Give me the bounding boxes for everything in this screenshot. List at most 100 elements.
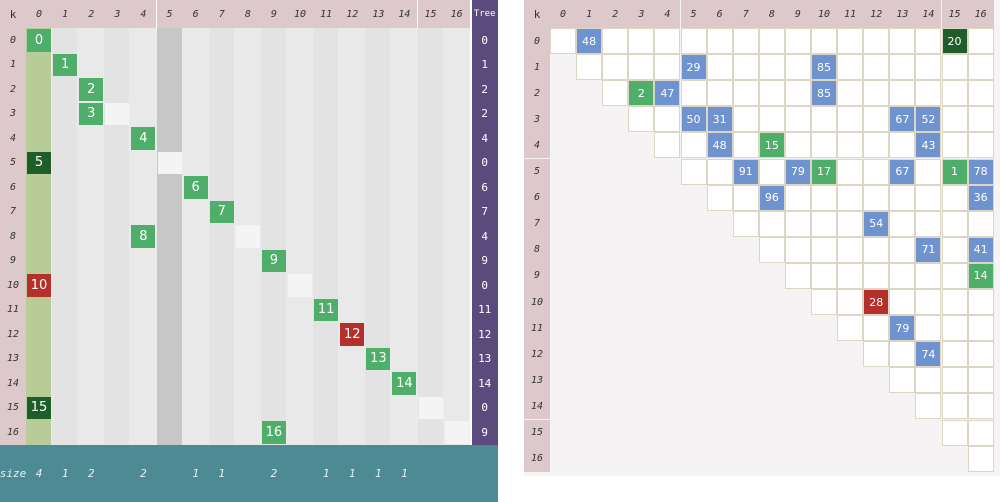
left-matrix-cell[interactable]: 8	[131, 225, 156, 248]
right-grid-cell	[889, 236, 916, 263]
right-matrix-cell[interactable]: 14	[968, 263, 993, 288]
left-matrix-cell[interactable]: 9	[261, 249, 286, 272]
right-grid-cell	[811, 132, 838, 159]
right-grid-cell	[941, 367, 968, 394]
right-col-header: 11	[837, 0, 864, 28]
right-matrix-cell[interactable]: 29	[681, 55, 706, 80]
left-matrix-cell[interactable]: 11	[314, 298, 339, 321]
size-value	[235, 445, 261, 502]
right-col-header: 13	[889, 0, 916, 28]
right-grid-cell	[863, 106, 890, 133]
left-row-header: 3	[0, 101, 26, 126]
left-matrix-cell[interactable]: 0	[27, 29, 52, 52]
left-row-header: 5	[0, 150, 26, 175]
right-grid-cell	[680, 28, 707, 55]
left-row-header: 9	[0, 248, 26, 273]
right-row-header: 5	[524, 158, 550, 185]
left-matrix-cell[interactable]: 13	[366, 347, 391, 370]
left-column-stripe	[287, 28, 313, 445]
left-col-header: 5	[156, 0, 183, 28]
right-grid-cell	[967, 132, 994, 159]
right-matrix-cell[interactable]: 20	[942, 29, 967, 54]
tree-value: 2	[471, 77, 498, 102]
right-matrix-cell[interactable]: 67	[890, 107, 915, 132]
right-matrix-cell[interactable]: 47	[655, 81, 680, 106]
left-column-stripe	[26, 28, 52, 445]
right-grid-cell	[889, 28, 916, 55]
right-grid-cell	[732, 210, 759, 237]
left-column-stripe	[104, 28, 130, 445]
right-grid-cell	[602, 28, 629, 55]
left-matrix-cell[interactable]: 1	[53, 53, 78, 76]
right-grid-cell	[889, 341, 916, 368]
left-matrix-cell[interactable]: 14	[392, 372, 417, 395]
right-matrix-cell[interactable]: 48	[577, 29, 602, 54]
right-col-header: 1	[576, 0, 603, 28]
right-matrix-cell[interactable]: 1	[942, 159, 967, 184]
left-matrix-cell[interactable]: 16	[261, 421, 286, 444]
right-matrix-cell[interactable]: 15	[759, 133, 784, 158]
left-matrix-cell[interactable]: 3	[79, 102, 104, 125]
right-grid-cell	[967, 341, 994, 368]
tree-value: 7	[471, 199, 498, 224]
left-column-stripe	[339, 28, 365, 445]
right-matrix-cell[interactable]: 85	[812, 81, 837, 106]
right-matrix-cell[interactable]: 2	[629, 81, 654, 106]
right-grid-cell	[784, 106, 811, 133]
right-col-header: 9	[784, 0, 811, 28]
right-grid-cell	[941, 184, 968, 211]
left-corner-label: k	[0, 0, 26, 28]
right-row-header: 6	[524, 184, 550, 211]
right-matrix-cell[interactable]: 79	[890, 316, 915, 341]
right-matrix-cell[interactable]: 43	[916, 133, 941, 158]
right-matrix-cell[interactable]: 41	[968, 237, 993, 262]
left-column-stripe	[365, 28, 391, 445]
left-matrix-cell[interactable]: 4	[131, 127, 156, 150]
left-matrix-cell[interactable]: 12	[340, 323, 365, 346]
left-col-header: 10	[287, 0, 314, 28]
right-grid-cell	[758, 28, 785, 55]
right-matrix-cell[interactable]: 28	[864, 290, 889, 315]
left-matrix-cell[interactable]: 15	[27, 396, 52, 419]
right-matrix-cell[interactable]: 74	[916, 342, 941, 367]
left-diagonal-cell	[235, 225, 260, 248]
right-matrix-cell[interactable]: 85	[812, 55, 837, 80]
right-matrix-cell[interactable]: 91	[733, 159, 758, 184]
right-matrix-cell[interactable]: 78	[968, 159, 993, 184]
left-col-header: 4	[130, 0, 157, 28]
right-matrix-cell[interactable]: 17	[812, 159, 837, 184]
right-matrix-cell[interactable]: 52	[916, 107, 941, 132]
right-grid-cell	[706, 184, 733, 211]
right-grid-cell	[784, 236, 811, 263]
left-matrix-cell[interactable]: 7	[209, 200, 234, 223]
right-matrix-cell[interactable]: 67	[890, 159, 915, 184]
left-matrix-cell[interactable]: 2	[79, 78, 104, 101]
right-matrix-cell[interactable]: 96	[759, 185, 784, 210]
right-matrix-cell[interactable]: 31	[707, 107, 732, 132]
left-matrix-cell[interactable]: 10	[27, 274, 52, 297]
tree-value: 4	[471, 126, 498, 151]
left-matrix-cell[interactable]: 6	[183, 176, 208, 199]
right-grid-cell	[941, 210, 968, 237]
right-matrix-cell[interactable]: 71	[916, 237, 941, 262]
size-value: 1	[322, 466, 330, 480]
right-matrix-cell[interactable]: 48	[707, 133, 732, 158]
right-grid-cell	[915, 184, 942, 211]
right-matrix-cell[interactable]: 36	[968, 185, 993, 210]
right-grid-cell	[680, 158, 707, 185]
size-value: 1	[218, 466, 226, 480]
right-matrix-cell[interactable]: 50	[681, 107, 706, 132]
tree-value: 11	[471, 297, 498, 322]
left-matrix-cell[interactable]: 5	[27, 151, 52, 174]
right-grid-cell	[758, 80, 785, 107]
right-row-header: 14	[524, 393, 550, 420]
right-grid-cell	[941, 236, 968, 263]
right-grid-cell	[628, 106, 655, 133]
right-grid-cell	[811, 106, 838, 133]
right-grid-cell	[941, 315, 968, 342]
right-grid-cell	[837, 262, 864, 289]
right-matrix-cell[interactable]: 54	[864, 211, 889, 236]
right-col-header: 6	[706, 0, 733, 28]
right-row-header: 3	[524, 106, 550, 133]
right-matrix-cell[interactable]: 79	[785, 159, 810, 184]
